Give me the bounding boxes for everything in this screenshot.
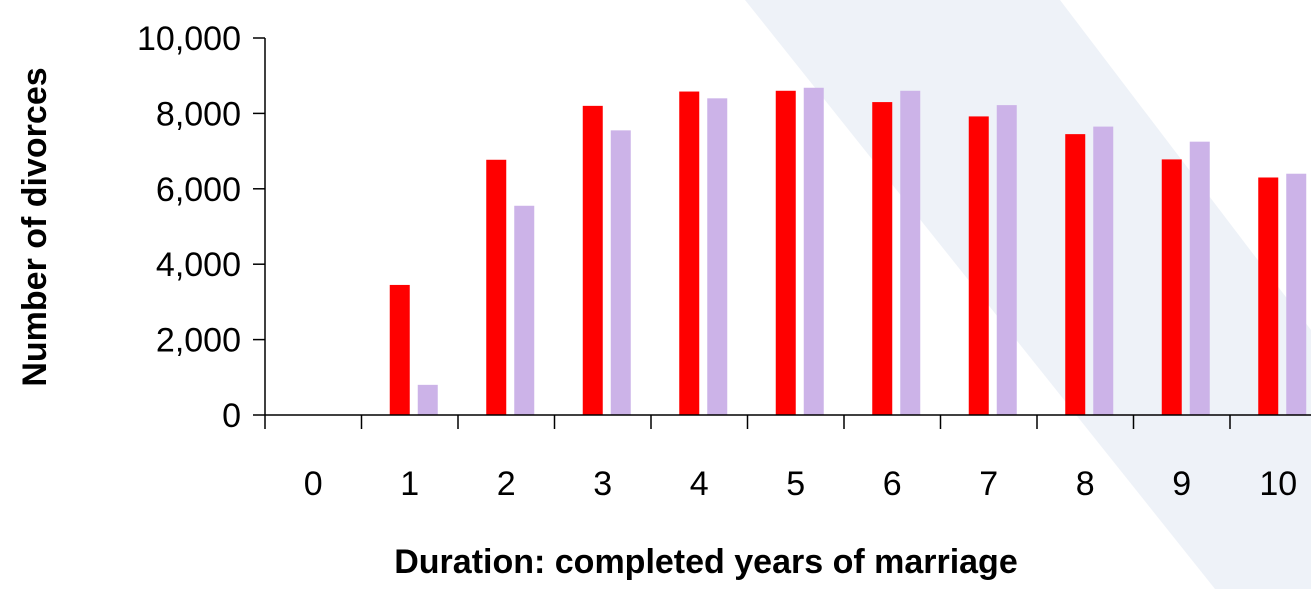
x-tick-label-2: 2 <box>497 465 516 503</box>
bar-series2-year-8 <box>1093 126 1114 415</box>
y-tick-label: 6,000 <box>156 171 241 209</box>
bar-series1-year-5 <box>775 90 796 415</box>
x-tick-label-10: 10 <box>1259 465 1297 503</box>
bar-series1-year-6 <box>872 102 893 415</box>
x-tick-label-9: 9 <box>1172 465 1191 503</box>
bar-series2-year-6 <box>900 90 921 415</box>
y-axis-title: Number of divorces <box>16 67 54 386</box>
y-ticks-group: 0 2,000 4,000 6,000 8,000 10,000 <box>137 20 265 435</box>
bar-series1-year-9 <box>1161 159 1182 415</box>
x-axis-title: Duration: completed years of marriage <box>394 543 1018 581</box>
y-tick-label: 0 <box>222 397 241 435</box>
bar-series1-year-10 <box>1258 177 1279 415</box>
bar-series2-year-1 <box>417 384 438 415</box>
x-ticks-group: 0 1 2 3 4 5 6 7 8 9 10 <box>264 415 1297 503</box>
x-tick-label-1: 1 <box>400 465 419 503</box>
y-tick-label: 10,000 <box>137 20 241 58</box>
bar-series1-year-2 <box>486 159 507 415</box>
bar-series1-year-8 <box>1065 134 1086 415</box>
bar-series1-year-7 <box>968 116 989 415</box>
x-tick-label-3: 3 <box>593 465 612 503</box>
bars-group <box>389 87 1307 416</box>
x-tick-label-4: 4 <box>690 465 709 503</box>
y-tick-label: 2,000 <box>156 322 241 360</box>
bar-series1-year-4 <box>679 91 700 415</box>
y-tick-label: 4,000 <box>156 246 241 284</box>
bar-series2-year-3 <box>610 130 631 416</box>
bar-series1-year-1 <box>389 284 410 415</box>
bar-series2-year-5 <box>803 87 824 415</box>
bar-series2-year-7 <box>996 105 1017 415</box>
background-watermark <box>745 0 1311 589</box>
bar-series2-year-4 <box>707 98 728 415</box>
bar-series2-year-9 <box>1189 141 1210 416</box>
y-tick-label: 8,000 <box>156 95 241 133</box>
x-tick-label-6: 6 <box>883 465 902 503</box>
x-tick-label-8: 8 <box>1076 465 1095 503</box>
bar-series2-year-10 <box>1286 173 1307 415</box>
x-tick-label-0: 0 <box>304 465 323 503</box>
bar-series1-year-3 <box>582 105 603 416</box>
x-tick-label-7: 7 <box>979 465 998 503</box>
bar-series2-year-2 <box>514 205 535 415</box>
x-tick-label-5: 5 <box>786 465 805 503</box>
